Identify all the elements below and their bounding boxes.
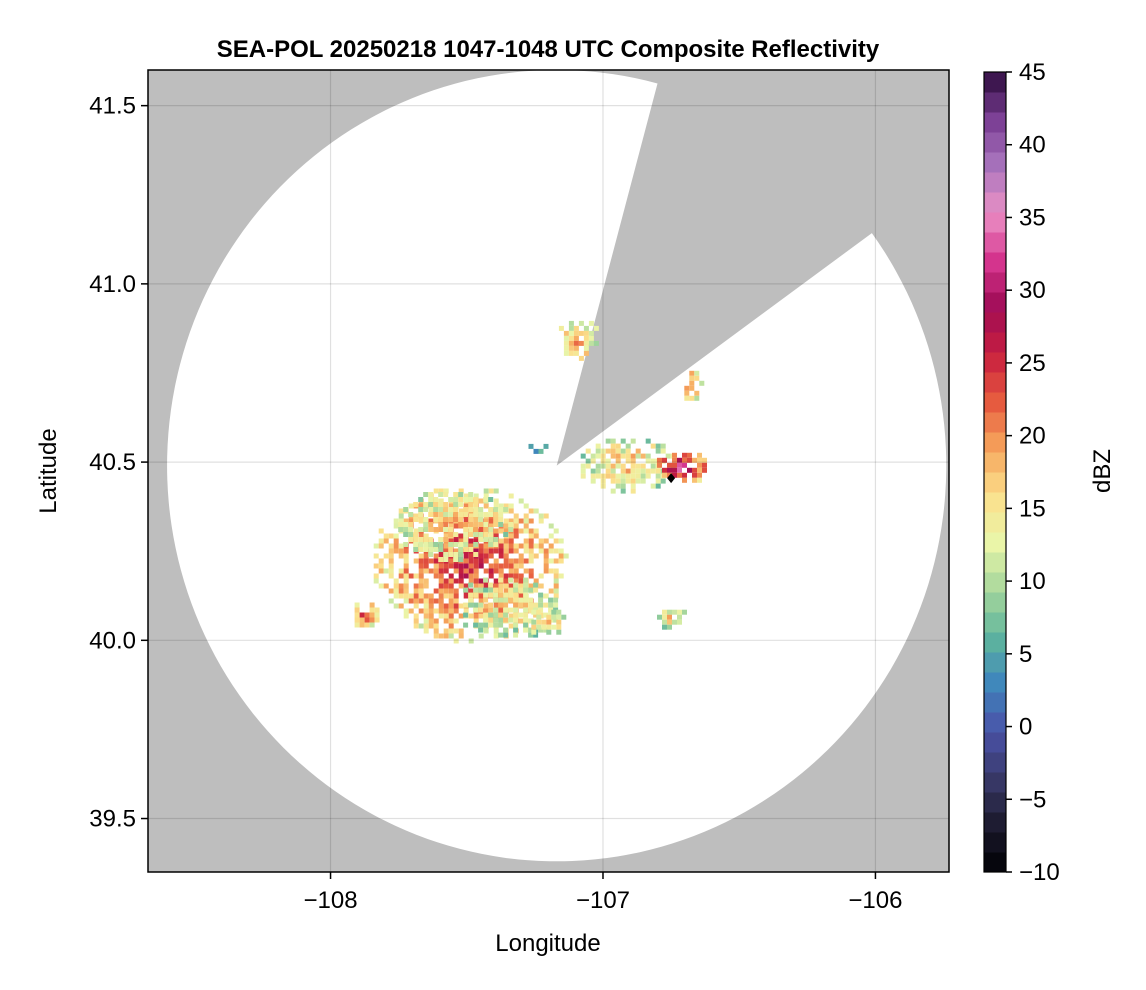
colorbar-band	[984, 412, 1006, 433]
echo-region	[558, 320, 599, 361]
colorbar-tick-label: 5	[1019, 641, 1032, 668]
colorbar-band	[984, 312, 1006, 333]
radar-coverage	[167, 70, 947, 862]
y-tick-label: 41.5	[89, 93, 136, 120]
colorbar-band	[984, 672, 1006, 693]
colorbar-band	[984, 772, 1006, 793]
colorbar-band	[984, 352, 1006, 373]
colorbar-tick-label: 20	[1019, 423, 1046, 450]
colorbar-band	[984, 492, 1006, 513]
colorbar-band	[984, 532, 1006, 553]
y-tick-label: 40.5	[89, 449, 136, 476]
radar-site-marker	[667, 473, 676, 484]
reflectivity-echoes	[354, 320, 707, 644]
colorbar-band	[984, 812, 1006, 833]
x-axis-label: Longitude	[495, 930, 600, 957]
colorbar-band	[984, 692, 1006, 713]
colorbar-tick-label: 15	[1019, 495, 1046, 522]
colorbar-band	[984, 272, 1006, 293]
colorbar-tick-label: 10	[1019, 568, 1046, 595]
colorbar: −10 −5 0 5 10 15 20 25 30 35 40 45	[983, 59, 1060, 886]
colorbar-band	[984, 392, 1006, 413]
colorbar-band	[984, 292, 1006, 313]
colorbar-band	[984, 572, 1006, 593]
y-axis-label: Latitude	[35, 428, 62, 513]
colorbar-tick-label: 0	[1019, 714, 1032, 741]
colorbar-tick-label: 30	[1019, 277, 1046, 304]
gridlines	[148, 70, 949, 872]
colorbar-band	[984, 72, 1006, 93]
colorbar-band	[984, 512, 1006, 533]
colorbar-band	[984, 652, 1006, 673]
colorbar-band	[984, 592, 1006, 613]
plot-frame	[147, 69, 950, 873]
colorbar-band	[984, 372, 1006, 393]
colorbar-band	[984, 92, 1006, 113]
y-tick-label: 39.5	[89, 806, 136, 833]
chart-title: SEA-POL 20250218 1047-1048 UTC Composite…	[217, 36, 880, 63]
colorbar-band	[984, 472, 1006, 493]
colorbar-band	[984, 612, 1006, 633]
echo-region	[657, 452, 707, 483]
colorbar-tick-label: 45	[1019, 59, 1046, 86]
colorbar-tick-label: 40	[1019, 132, 1046, 159]
x-axis-ticks: −108 −107 −106	[304, 872, 902, 914]
colorbar-tick-label: 25	[1019, 350, 1046, 377]
plot-area	[148, 70, 949, 872]
echo-region	[528, 443, 549, 454]
colorbar-label: dBZ	[1089, 449, 1116, 493]
colorbar-band	[984, 452, 1006, 473]
colorbar-band	[984, 332, 1006, 353]
echo-region	[398, 492, 514, 562]
x-tick-label: −106	[848, 887, 902, 914]
echo-region	[580, 438, 676, 494]
colorbar-frame	[983, 71, 1007, 873]
x-tick-label: −108	[304, 887, 358, 914]
colorbar-band	[984, 792, 1006, 813]
colorbar-band	[984, 712, 1006, 733]
y-tick-label: 40.0	[89, 627, 136, 654]
echo-region	[684, 370, 705, 401]
colorbar-band	[984, 172, 1006, 193]
echo-region	[354, 602, 380, 628]
colorbar-band	[984, 432, 1006, 453]
colorbar-band	[984, 192, 1006, 213]
colorbar-band	[984, 832, 1006, 853]
colorbar-tick-label: −5	[1019, 786, 1046, 813]
colorbar-band	[984, 632, 1006, 653]
colorbar-band	[984, 552, 1006, 573]
colorbar-band	[984, 732, 1006, 753]
colorbar-tick-label: −10	[1019, 859, 1060, 886]
colorbar-band	[984, 252, 1006, 273]
colorbar-band	[984, 752, 1006, 773]
colorbar-band	[984, 152, 1006, 173]
colorbar-band	[984, 232, 1006, 253]
colorbar-band	[984, 852, 1006, 873]
y-axis-ticks: 39.5 40.0 40.5 41.0 41.5	[89, 93, 148, 833]
echo-region	[463, 577, 559, 638]
echo-region	[531, 609, 567, 635]
colorbar-band	[984, 112, 1006, 133]
colorbar-band	[984, 132, 1006, 153]
colorbar-band	[984, 212, 1006, 233]
echo-region	[657, 609, 687, 630]
colorbar-tick-label: 35	[1019, 204, 1046, 231]
x-tick-label: −107	[576, 887, 630, 914]
y-tick-label: 41.0	[89, 271, 136, 298]
